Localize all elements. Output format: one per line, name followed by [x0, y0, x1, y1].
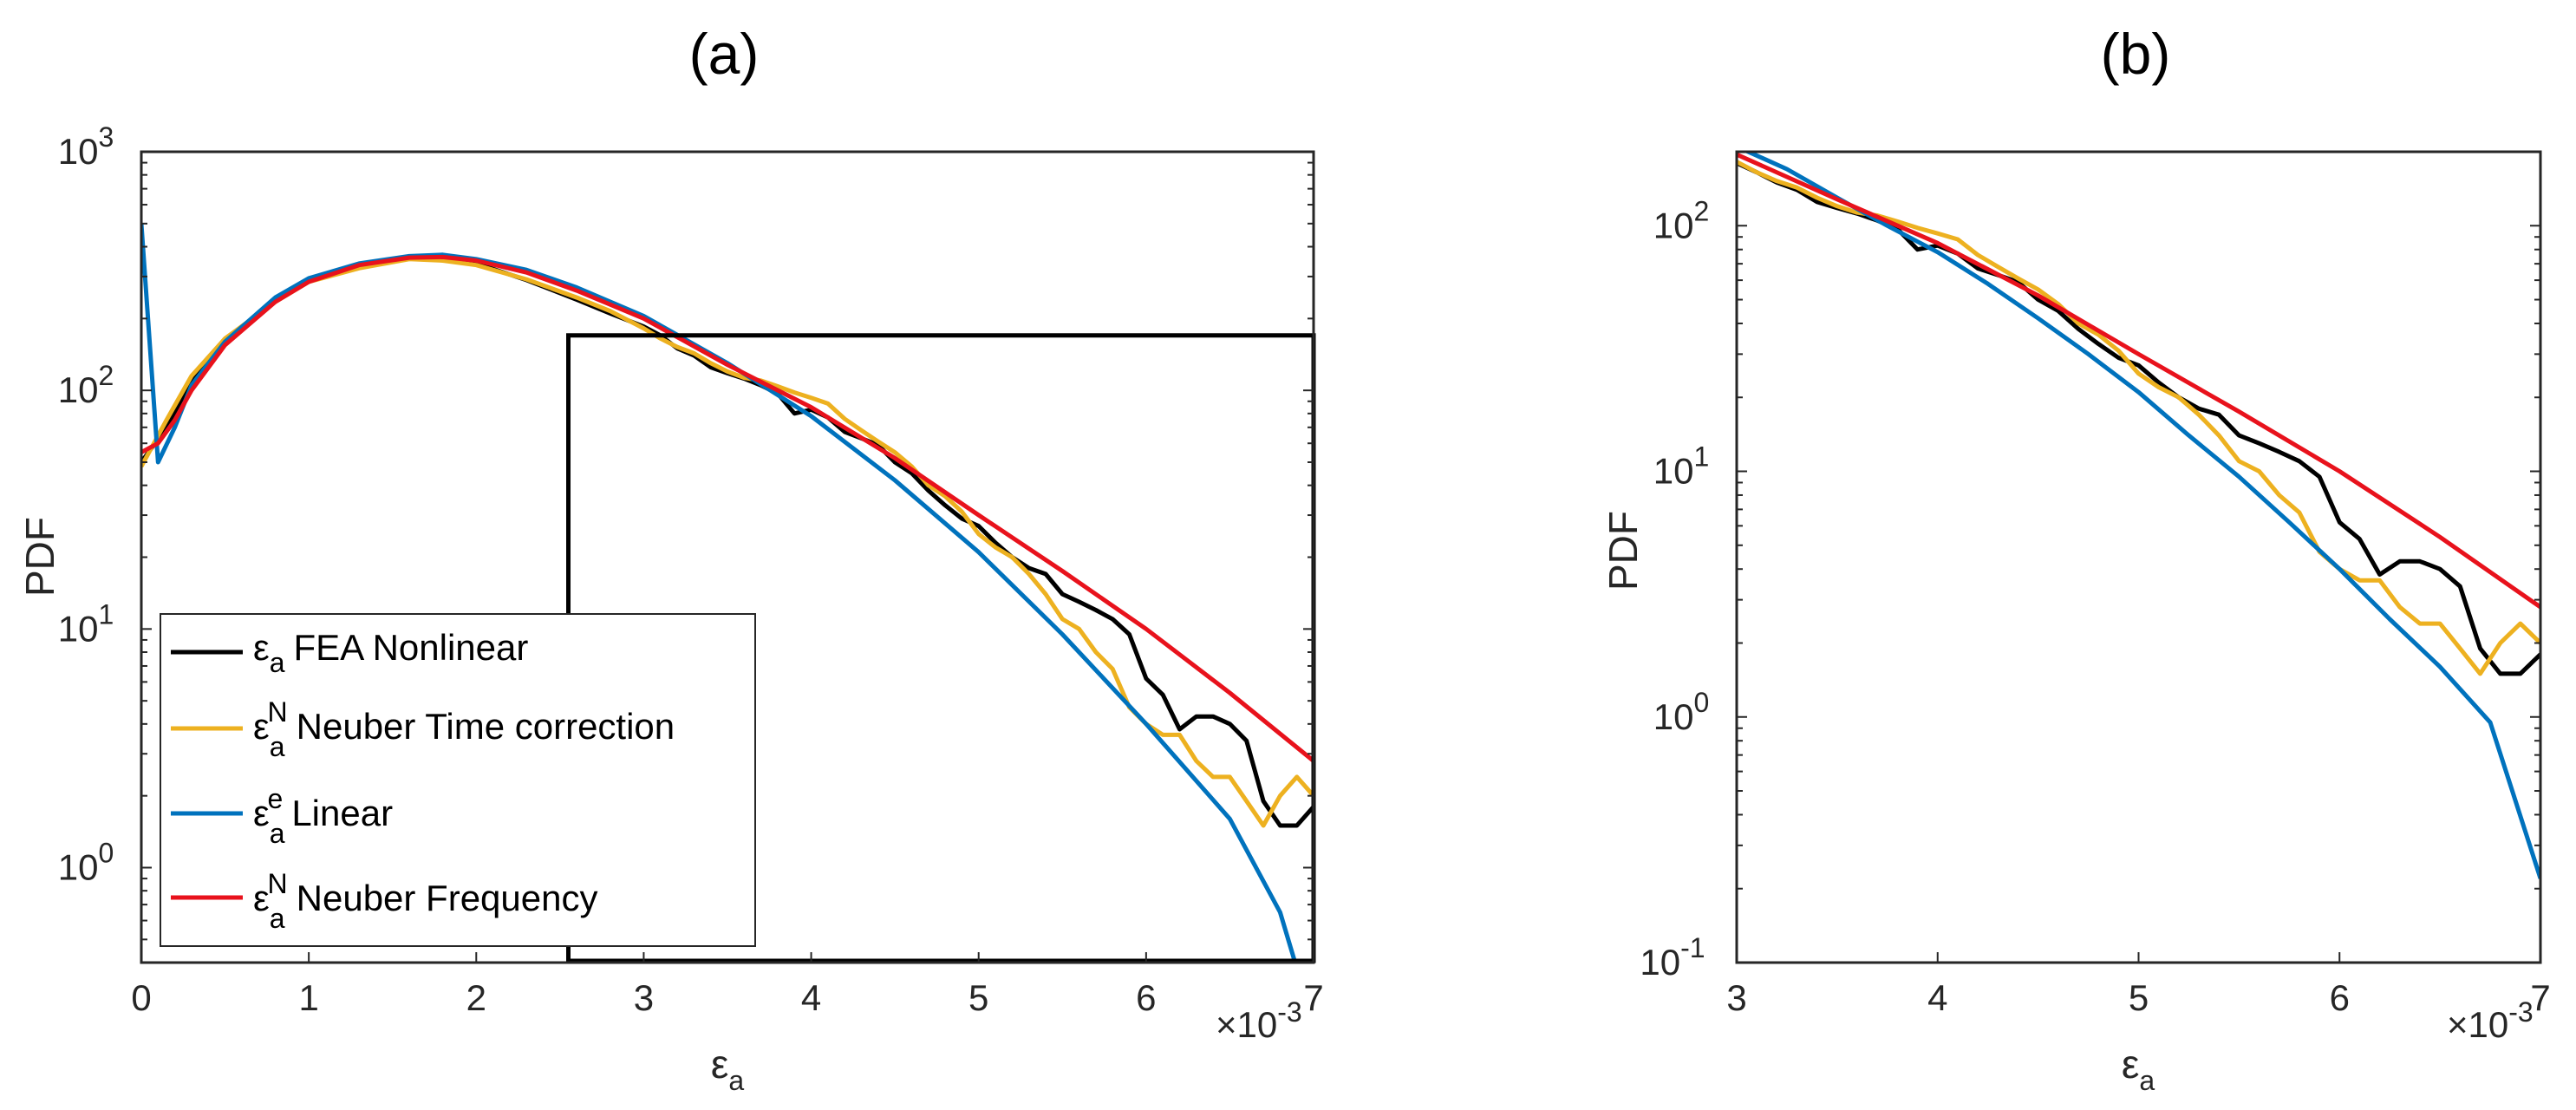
panel-b-line-neuber-frequency: [1737, 152, 2540, 610]
panel-a-x-tick-label: 1: [298, 977, 318, 1018]
panel-b-series-linear: [1743, 152, 2540, 879]
panel-a-title: (a): [689, 22, 760, 86]
panel-b-series-neuber-frequency: [1737, 152, 2540, 610]
panel-a-y-tick-label: 102: [58, 360, 114, 410]
panel-b: (b) 3 4 5 6 7 10-1 100 101 102 PDF εa ×10-3: [1601, 22, 2551, 1096]
panel-a-x-tick-label: 0: [131, 977, 151, 1018]
panel-b-x-tick-label: 5: [2129, 977, 2149, 1018]
panel-a-x-tick-label: 3: [634, 977, 654, 1018]
panel-a-y-tick-label: 100: [58, 838, 114, 888]
panel-a-line-neuber-time-correction: [141, 257, 1314, 828]
legend-entry-fea-nonlinear: εa FEA Nonlinear: [171, 627, 528, 678]
legend-entry-neuber-frequency: εaN Neuber Frequency: [171, 868, 598, 934]
panel-a-x-tick-label: 2: [466, 977, 486, 1018]
panel-a-x-tick-label: 7: [1303, 977, 1323, 1018]
panel-b-y-axis-label: PDF: [1601, 511, 1646, 591]
legend-entry-neuber-time-correction: εaN Neuber Time correction: [171, 696, 675, 762]
panel-b-y-tick-label: 10-1: [1640, 932, 1705, 983]
panel-a-y-tick-label: 101: [58, 598, 114, 649]
panel-b-line-linear: [1743, 152, 2540, 879]
panel-b-x-tick-label: 7: [2530, 977, 2550, 1018]
panel-a-legend: εa FEA Nonlinear εaN Neuber Time correctio…: [160, 613, 756, 947]
panel-a-x-tick-label: 5: [968, 977, 988, 1018]
panel-b-x-tick-label: 4: [1927, 977, 1947, 1018]
panel-b-x-axis-label: εa: [2122, 1041, 2155, 1096]
panel-a-x-multiplier: ×10-3: [1216, 996, 1302, 1045]
panel-b-x-multiplier: ×10-3: [2447, 996, 2534, 1045]
panel-b-y-tick-label: 100: [1653, 687, 1710, 737]
panel-b-y-tick-label: 101: [1653, 441, 1710, 492]
panel-a-line-neuber-frequency: [141, 254, 1314, 763]
panel-b-plot-area: [1737, 152, 2540, 963]
panel-a-series-neuber-frequency: [141, 254, 1314, 763]
panel-a: (a) 0 1 2 3 4 5 6 7 100 101 102 103 PDF εa ×10-3 ε…: [17, 22, 1324, 1096]
panel-a-x-tick-label: 6: [1136, 977, 1156, 1018]
panel-b-x-tick-label: 6: [2330, 977, 2350, 1018]
legend-entry-linear: εae Linear: [171, 783, 393, 849]
panel-a-y-tick-label: 103: [58, 121, 114, 172]
panel-a-x-tick-label: 4: [801, 977, 821, 1018]
panel-a-y-axis-label: PDF: [17, 517, 62, 597]
panel-a-x-axis-label: εa: [711, 1041, 745, 1096]
panel-b-title: (b): [2101, 22, 2171, 86]
panel-a-series-linear: [141, 223, 1298, 963]
panel-a-line-linear: [141, 223, 1298, 963]
panel-b-y-tick-label: 102: [1653, 195, 1710, 245]
panel-a-series-neuber-time-correction: [141, 257, 1314, 828]
panel-b-x-tick-label: 3: [1726, 977, 1746, 1018]
